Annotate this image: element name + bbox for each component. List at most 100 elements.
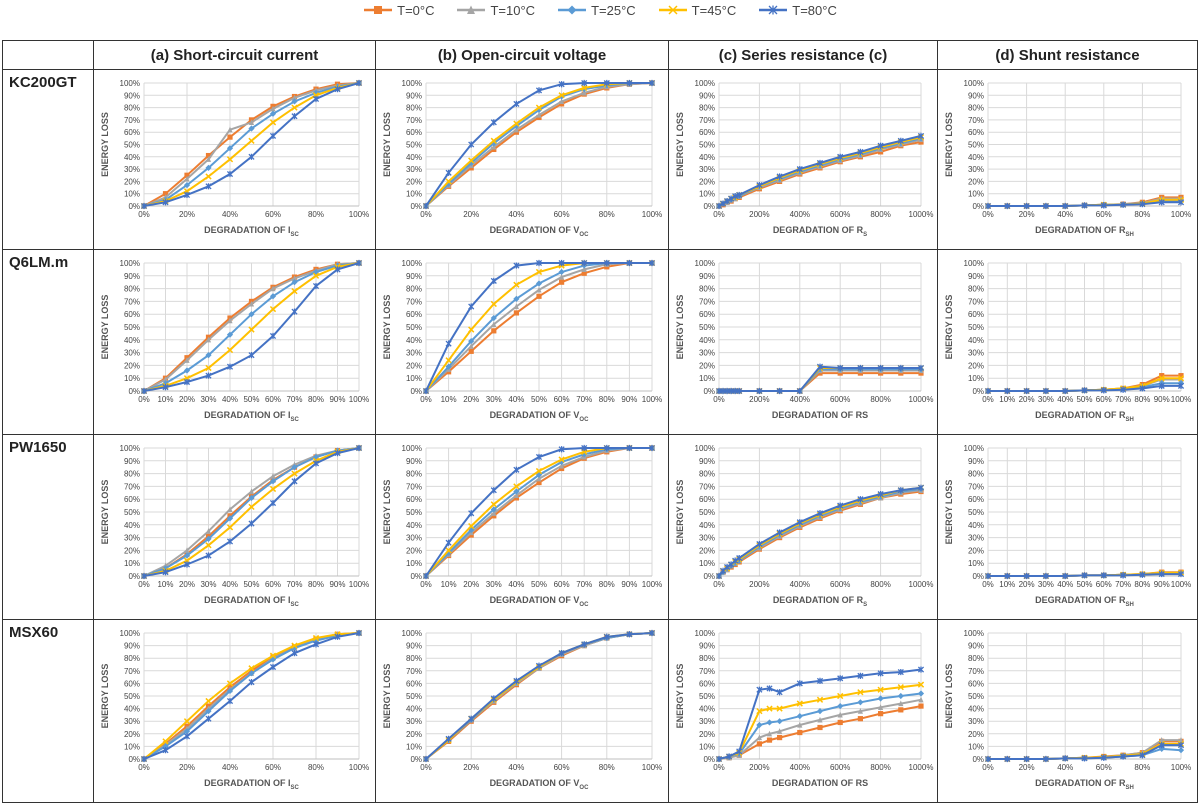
row-header-msx60: MSX60 [2,619,94,803]
series-point-triangle [270,473,276,479]
y-tick-label: 100% [402,444,422,453]
series-point-star [558,446,565,453]
x-tick-label: 100% [642,210,662,219]
y-axis-label: ENERGY LOSS [100,112,110,177]
series-point-star [984,387,992,395]
series-point-star [1120,386,1127,393]
legend-swatch [558,5,587,15]
series-point-x [513,120,520,127]
series-point-square [536,479,542,486]
series-point-star [766,685,773,692]
x-tick-label: 70% [576,395,592,404]
chart-r0c2: 0% 10% 20% 30% 40% 50% 60% 70% 80% 90% 100% 0% 200% 4… [675,79,933,238]
y-tick-label: 60% [406,128,422,137]
y-axis-label: ENERGY LOSS [382,480,392,545]
series-point-star [355,79,363,87]
series-point-star [183,378,191,386]
x-tick-label: 0% [138,763,150,772]
x-tick-label: 100% [1171,395,1191,404]
series-point-star [736,191,743,199]
x-axis-label: DEGRADATION OF ISC [204,225,299,238]
series-point-star [1158,742,1165,749]
series-point-star [726,753,733,760]
x-axis-label: DEGRADATION OF ISC [204,595,299,608]
x-tick-label: 60% [554,580,570,589]
x-tick-label: 40% [222,210,238,219]
x-tick-label: 60% [554,395,570,404]
series-point-star [1100,754,1107,761]
y-axis-label: ENERGY LOSS [382,295,392,360]
row-header-q6lm: Q6LM.m [2,249,94,435]
series-point-star [269,499,277,507]
series-point-star [1004,387,1011,395]
series-point-star [334,266,341,273]
y-tick-label: 20% [124,177,140,186]
y-tick-label: 50% [406,323,422,332]
series-point-star [719,200,727,207]
y-tick-label: 0% [703,202,715,211]
series-point-x [248,503,255,511]
y-tick-label: 10% [699,559,715,568]
series-T=80°C [422,629,656,763]
series-point-diamond [269,293,277,300]
x-tick-label: 40% [1057,210,1073,219]
series-point-star [648,79,656,87]
legend-item: T=10°C [456,3,535,18]
series-point-star [1177,570,1185,578]
series-point-diamond [269,110,277,117]
y-tick-label: 40% [406,521,422,530]
series-point-triangle [536,286,542,293]
series-point-x [248,665,255,672]
y-axis-label: ENERGY LOSS [100,480,110,545]
series-point-triangle [837,711,843,718]
y-tick-label: 50% [124,508,140,517]
y-tick-label: 70% [124,116,140,125]
x-tick-label: 100% [349,395,369,404]
chart-cell: 0% 10% 20% 30% 40% 50% 60% 70% 80% 90% 100% 0% 10% 20… [375,434,669,620]
series-point-diamond [291,279,298,286]
series-point-diamond [248,670,255,677]
series-point-star [1004,755,1011,763]
series-point-star [736,554,743,562]
series-point-triangle [291,275,298,281]
series-point-star [1139,571,1146,578]
y-tick-label: 20% [968,177,984,186]
y-tick-label: 10% [406,742,422,751]
series-point-star [1139,201,1146,208]
y-tick-label: 70% [124,667,140,676]
series-point-triangle [766,730,773,737]
x-tick-label: 1000% [909,580,934,589]
series-point-triangle [756,734,762,741]
series-point-star [1023,202,1030,210]
y-tick-label: 10% [968,559,984,568]
series-point-x [226,680,234,687]
x-tick-label: 20% [179,395,195,404]
y-tick-label: 20% [406,177,422,186]
series-point-star [269,332,277,340]
series-point-star [226,538,234,545]
x-tick-label: 80% [1134,580,1150,589]
series-point-diamond [897,692,904,700]
y-tick-label: 30% [699,534,715,543]
y-tick-label: 30% [968,349,984,358]
series-point-star [1158,382,1165,389]
series-T=10°C [716,136,924,209]
series-point-triangle [918,696,924,703]
x-tick-label: 80% [599,210,615,219]
y-tick-label: 50% [124,323,140,332]
x-tick-label: 0% [420,395,432,404]
chart-cell: 0% 10% 20% 30% 40% 50% 60% 70% 80% 90% 100% 0% 20% 40… [93,619,376,803]
y-tick-label: 40% [699,336,715,345]
series-point-star [355,629,363,637]
x-tick-label: 600% [830,580,850,589]
series-point-x [445,547,452,554]
series-point-star [1042,202,1049,210]
series-point-triangle [248,488,255,495]
series-point-diamond [205,535,212,542]
y-tick-label: 30% [406,717,422,726]
y-tick-label: 30% [968,717,984,726]
series-point-triangle [491,321,497,328]
series-point-square [536,293,542,299]
series-point-star [837,153,844,160]
series-point-square [205,152,212,159]
